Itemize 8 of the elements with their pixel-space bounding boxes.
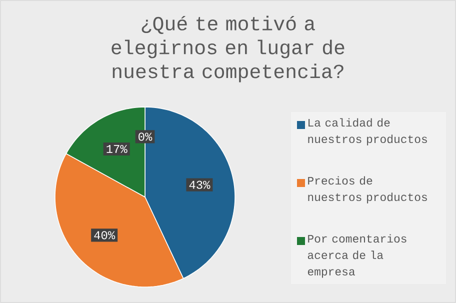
legend-label: Por comentarios acerca de la empresa [308,234,406,278]
text: 0% [138,132,152,141]
data-label: 43% [189,180,210,189]
data-label: 17% [106,144,128,153]
legend-label: La calidad de nuestros productos [308,118,427,146]
data-label: 40% [94,231,116,240]
chart-title: ¿Qué te motivó a elegirnos en lugar de nuestra competencia? [112,16,344,82]
legend-label: Precios de nuestros productos [308,176,427,204]
